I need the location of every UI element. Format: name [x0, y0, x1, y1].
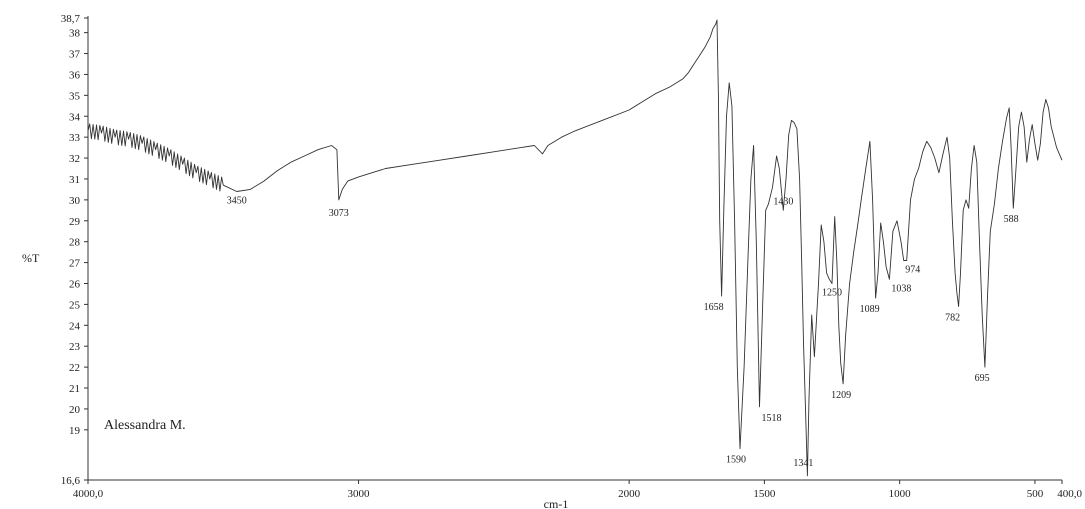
x-tick-label: 2000	[618, 488, 641, 500]
x-tick-label: 1500	[753, 488, 776, 500]
x-tick-label: 500	[1027, 488, 1044, 500]
x-tick-label: 400,0	[1057, 488, 1082, 500]
x-axis-title: cm-1	[544, 497, 569, 509]
peak-label: 3450	[227, 196, 247, 207]
y-ticks: 38,7 38 37 36 35 34 33 32 31 30 29 28 27 26 25 24 23 22 21…	[61, 13, 88, 487]
y-tick-label: 16,6	[61, 475, 81, 487]
peak-label: 588	[1004, 214, 1019, 225]
peak-labels: 3450 3073 1658 1590 1518 1430 1341 1250 1209 1089…	[227, 196, 1019, 469]
y-tick-label: 36	[69, 69, 81, 81]
y-tick-label: 38,7	[61, 13, 81, 25]
y-tick-label: 34	[69, 111, 81, 123]
y-tick-label: 27	[69, 258, 81, 270]
peak-label: 695	[975, 373, 990, 384]
y-tick-label: 25	[69, 299, 81, 311]
x-ticks: 4000,0 3000 2000 1500 1000 500 400,0	[73, 480, 1083, 500]
peak-label: 1341	[793, 458, 813, 469]
peak-label: 974	[905, 264, 920, 275]
axes	[87, 16, 1062, 481]
peak-label: 782	[945, 312, 960, 323]
y-tick-label: 28	[69, 237, 81, 249]
x-tick-label: 3000	[348, 488, 371, 500]
peak-label: 1590	[726, 455, 746, 466]
spectrum-line	[87, 19, 1063, 477]
peak-label: 1038	[891, 283, 911, 294]
y-tick-label: 38	[69, 28, 81, 40]
x-tick-label: 4000,0	[73, 488, 104, 500]
signature-text: Alessandra M.	[104, 418, 186, 433]
peak-label: 1430	[773, 196, 793, 207]
y-tick-label: 24	[69, 320, 81, 332]
y-tick-label: 35	[69, 90, 81, 102]
y-tick-label: 32	[69, 153, 80, 165]
y-tick-label: 33	[69, 132, 81, 144]
peak-label: 1518	[762, 413, 782, 424]
y-tick-label: 19	[69, 425, 81, 437]
y-tick-label: 22	[69, 362, 80, 374]
peak-label: 1089	[860, 304, 880, 315]
y-tick-label: 37	[69, 49, 81, 61]
y-tick-label: 23	[69, 341, 81, 353]
y-tick-label: 20	[69, 404, 81, 416]
peak-label: 1209	[831, 390, 851, 401]
peak-label: 1250	[822, 287, 842, 298]
y-tick-label: 26	[69, 278, 81, 290]
y-tick-label: 29	[69, 216, 81, 228]
y-tick-label: 21	[69, 383, 80, 395]
y-tick-label: 30	[69, 195, 81, 207]
y-axis-title: %T	[22, 251, 40, 265]
peak-label: 1658	[704, 302, 724, 313]
peak-label: 3073	[329, 208, 349, 219]
y-tick-label: 31	[69, 174, 80, 186]
x-tick-label: 1000	[889, 488, 912, 500]
